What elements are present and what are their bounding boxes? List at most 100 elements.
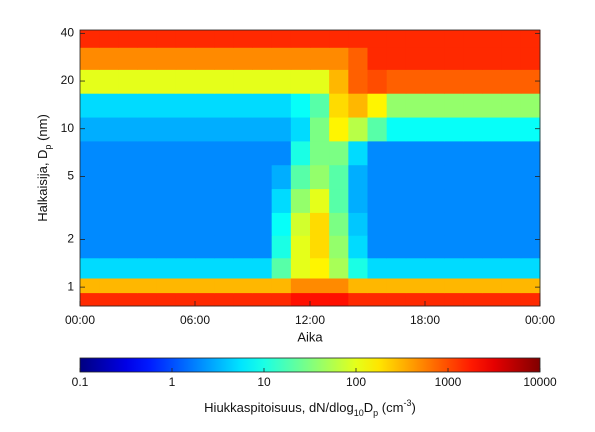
heat-cell [175,69,196,94]
heat-cell [310,69,330,94]
heat-cell [367,47,388,70]
heat-cell [214,164,234,190]
heat-cell [290,292,311,307]
heat-cell [405,292,426,307]
heat-cell [137,69,158,94]
heat-cell [137,164,158,190]
heat-cell [233,257,253,279]
heat-cell [348,188,368,213]
heat-cell [80,292,100,307]
heat-cell [175,30,196,48]
heat-cell [463,117,483,142]
heat-cell [367,140,388,166]
heat-cell [520,164,541,190]
heat-cell [463,188,483,213]
heat-cell [386,47,407,70]
heat-cell [271,212,292,236]
cb-label-sub: 10 [354,408,364,418]
heat-cell [405,69,426,94]
heat-cell [348,212,368,236]
heat-cell [118,235,138,259]
heat-cell [482,140,503,166]
heat-cell [444,212,464,236]
heat-cell [501,47,522,70]
heat-cell [444,292,464,307]
heat-cell [252,188,273,213]
heat-cell [233,278,253,294]
heat-cell [310,30,330,48]
heat-cell [214,212,234,236]
heat-cell [520,235,541,259]
heat-cell [233,212,253,236]
heat-cell [118,164,138,190]
heat-cell [520,93,541,118]
heat-cell [80,69,100,94]
heat-cell [520,257,541,279]
heat-cell [99,292,119,307]
heat-cell [367,69,388,94]
heat-cell [329,235,349,259]
cb-label-part: D [364,400,373,415]
heat-cell [290,69,311,94]
heat-cell [329,93,349,118]
heat-cell [482,292,503,307]
y-tick-label: 10 [61,121,75,135]
heat-cell [214,235,234,259]
heat-cell [233,69,253,94]
heat-cell [175,235,196,259]
heat-cell [405,30,426,48]
heat-cell [482,212,503,236]
heat-cell [425,30,445,48]
heat-cell [425,47,445,70]
heat-cell [425,117,445,142]
heat-cell [405,93,426,118]
heat-cell [482,69,503,94]
y-tick-label: 5 [67,169,74,183]
heatmap [80,30,541,307]
heat-cell [520,140,541,166]
cb-label-part: ) [411,400,415,415]
heat-cell [290,47,311,70]
heat-cell [271,69,292,94]
heat-cell [290,30,311,48]
heat-cell [99,212,119,236]
heat-cell [175,117,196,142]
heat-cell [501,257,522,279]
heat-cell [233,30,253,48]
heat-cell [195,212,215,236]
heat-cell [252,212,273,236]
heat-cell [482,164,503,190]
heat-cell [118,212,138,236]
heat-cell [501,30,522,48]
heat-cell [405,188,426,213]
heat-cell [118,69,138,94]
heat-cell [405,257,426,279]
heat-cell [329,257,349,279]
heat-cell [348,278,368,294]
heat-cell [156,69,177,94]
heat-cell [214,292,234,307]
heat-cell [329,69,349,94]
heat-cell [405,164,426,190]
heat-cell [463,47,483,70]
heat-cell [310,292,330,307]
heat-cell [405,278,426,294]
heat-cell [290,188,311,213]
heat-cell [290,93,311,118]
heat-cell [290,257,311,279]
heat-cell [195,292,215,307]
heat-cell [463,278,483,294]
heat-cell [425,164,445,190]
heat-cell [118,188,138,213]
heat-cell [501,212,522,236]
heat-cell [348,140,368,166]
heat-cell [233,164,253,190]
heat-cell [195,93,215,118]
heat-cell [348,117,368,142]
heat-cell [118,257,138,279]
heat-cell [271,30,292,48]
heat-cell [137,30,158,48]
heat-cell [520,188,541,213]
heat-cell [310,140,330,166]
heat-cell [444,47,464,70]
